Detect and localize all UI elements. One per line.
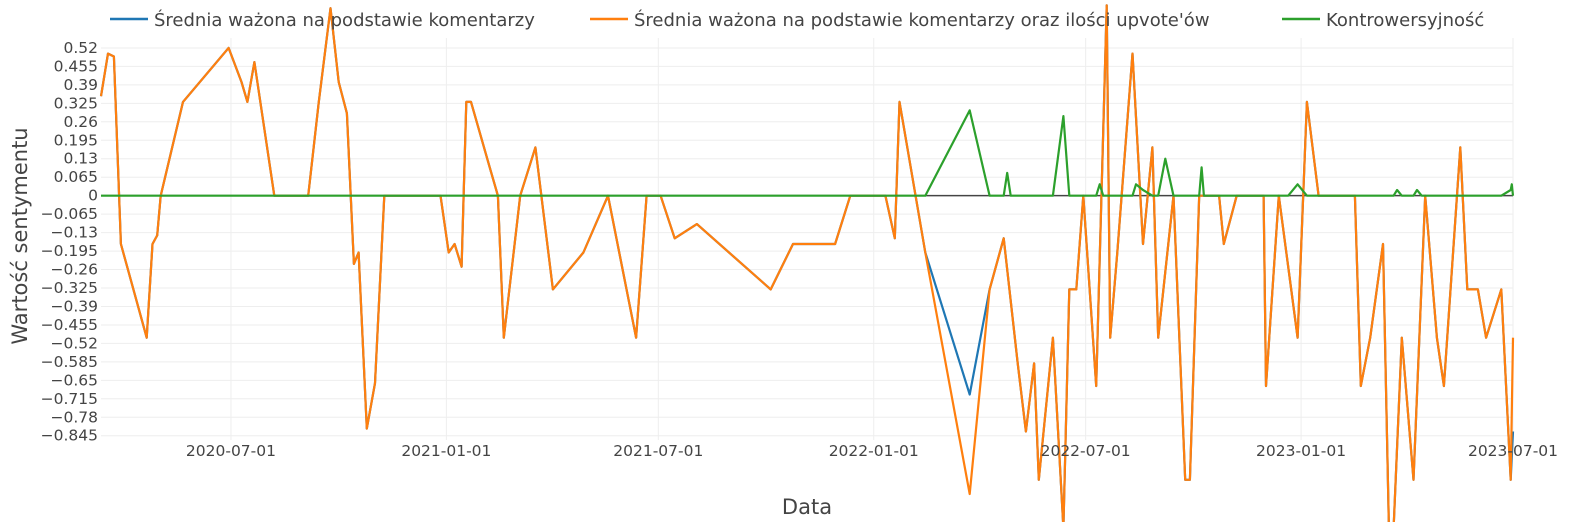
y-tick-label: −0.78: [51, 408, 99, 426]
y-tick-label: 0.065: [54, 168, 98, 186]
series-lines: [99, 4, 1515, 522]
y-axis-tick-labels: 0.520.4550.390.3250.260.1950.130.0650−0.…: [41, 39, 98, 445]
y-tick-label: 0: [88, 187, 98, 205]
y-tick-label: −0.13: [51, 224, 99, 242]
x-axis-title: Data: [782, 495, 832, 519]
legend: Średnia ważona na podstawie komentarzy Śr…: [110, 9, 1484, 31]
y-tick-label: −0.715: [41, 390, 98, 408]
x-tick-label: 2023-07-01: [1468, 442, 1558, 460]
y-tick-label: 0.455: [54, 57, 98, 75]
y-tick-label: 0.325: [54, 94, 98, 112]
x-tick-label: 2023-01-01: [1256, 442, 1346, 460]
x-axis-tick-labels: 2020-07-01 2021-01-01 2021-07-01 2022-01-01…: [186, 442, 1558, 460]
y-tick-label: −0.65: [51, 371, 99, 389]
legend-label-3: Kontrowersyjność: [1326, 10, 1484, 31]
series-line-3: [101, 109, 1515, 197]
gridlines: [101, 38, 1514, 440]
y-tick-label: 0.195: [54, 131, 98, 149]
y-tick-label: 0.26: [63, 113, 98, 131]
y-tick-label: −0.52: [51, 334, 99, 352]
x-tick-label: 2021-01-01: [401, 442, 491, 460]
y-tick-label: −0.065: [41, 205, 98, 223]
x-tick-label: 2022-07-01: [1041, 442, 1131, 460]
legend-label-1: Średnia ważona na podstawie komentarzy: [154, 9, 535, 31]
y-tick-label: 0.39: [63, 76, 98, 94]
x-tick-label: 2021-07-01: [613, 442, 703, 460]
x-tick-label: 2020-07-01: [186, 442, 276, 460]
y-tick-label: −0.455: [41, 316, 98, 334]
y-axis-title: Wartość sentymentu: [8, 127, 32, 344]
y-tick-label: −0.845: [41, 427, 98, 445]
y-tick-label: −0.39: [51, 297, 99, 315]
x-tick-label: 2022-01-01: [829, 442, 919, 460]
y-tick-label: 0.13: [63, 150, 98, 168]
legend-label-2: Średnia ważona na podstawie komentarzy o…: [634, 9, 1210, 31]
y-tick-label: −0.26: [51, 261, 99, 279]
y-tick-label: −0.195: [41, 242, 98, 260]
y-tick-label: 0.52: [63, 39, 98, 57]
y-tick-label: −0.325: [41, 279, 98, 297]
y-tick-label: −0.585: [41, 353, 98, 371]
